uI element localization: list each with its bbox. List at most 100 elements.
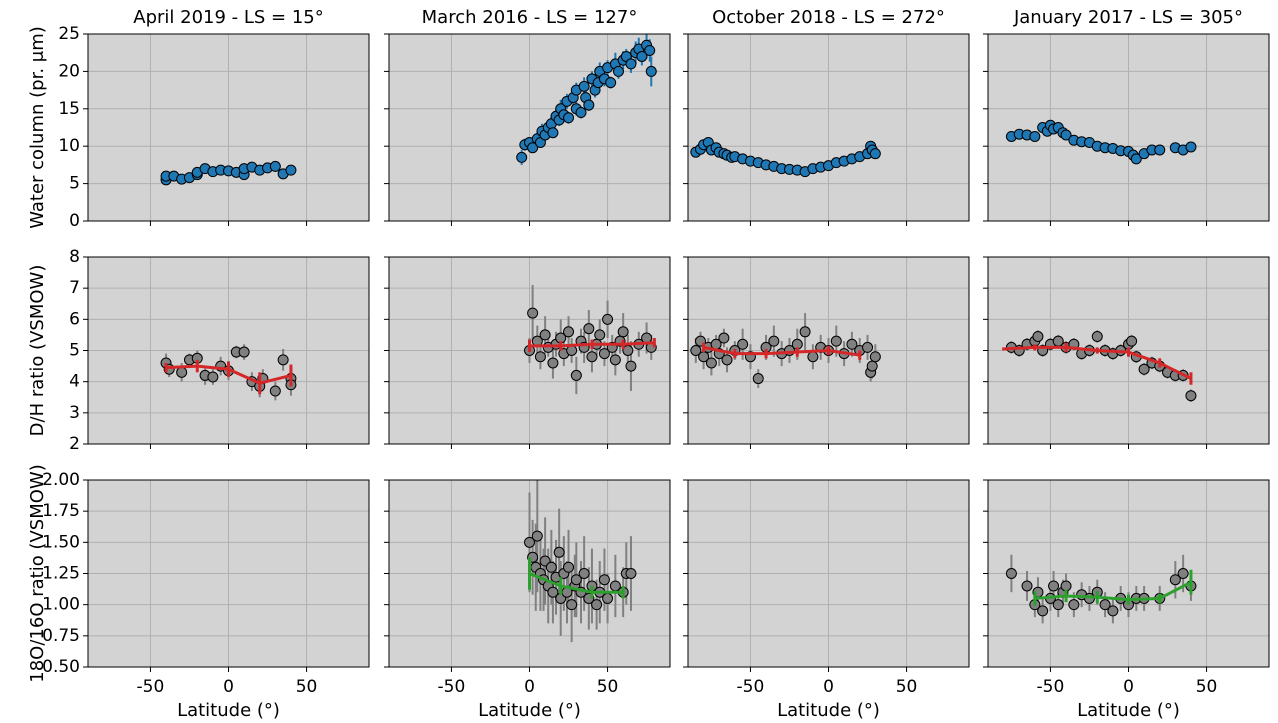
data-point bbox=[547, 127, 559, 139]
plot-area bbox=[524, 480, 637, 643]
data-point bbox=[1107, 605, 1119, 617]
plot-area bbox=[1002, 330, 1197, 402]
data-point bbox=[1091, 330, 1103, 342]
plot-area bbox=[1005, 554, 1197, 624]
x-axis-label: Latitude (°) bbox=[777, 700, 880, 721]
data-point bbox=[625, 58, 637, 70]
data-point bbox=[1060, 129, 1072, 141]
plot-frame bbox=[687, 256, 970, 445]
plot-frame bbox=[87, 479, 370, 668]
plot-frame bbox=[388, 256, 671, 445]
x-tick-label: -50 bbox=[137, 677, 165, 697]
data-point bbox=[176, 366, 188, 378]
data-point bbox=[1099, 599, 1111, 611]
y-tick-label: 0 bbox=[69, 211, 80, 231]
data-point bbox=[570, 574, 582, 586]
data-point bbox=[1185, 390, 1197, 402]
x-tick-label: 0 bbox=[823, 677, 834, 697]
data-point bbox=[1029, 130, 1041, 142]
data-point bbox=[1154, 144, 1166, 156]
data-point bbox=[1130, 153, 1142, 165]
data-point bbox=[598, 574, 610, 586]
x-tick-label: -50 bbox=[438, 677, 466, 697]
y-tick-label: 0.50 bbox=[42, 657, 80, 677]
data-point bbox=[527, 142, 539, 154]
data-point bbox=[534, 351, 546, 363]
data-point bbox=[718, 332, 730, 344]
plot-frame bbox=[388, 479, 671, 668]
data-point bbox=[625, 360, 637, 372]
plot-frame bbox=[388, 33, 671, 222]
x-tick-label: -50 bbox=[737, 677, 765, 697]
data-point bbox=[617, 326, 629, 338]
data-point bbox=[598, 348, 610, 360]
data-point bbox=[1126, 335, 1138, 347]
x-tick-label: 0 bbox=[524, 677, 535, 697]
x-axis-label: Latitude (°) bbox=[177, 700, 280, 721]
data-point bbox=[1021, 580, 1033, 592]
data-point bbox=[583, 99, 595, 111]
y-tick-label: 1.25 bbox=[42, 564, 80, 584]
data-point bbox=[862, 341, 874, 353]
data-point bbox=[602, 592, 614, 604]
y-axis-label: Water column (pr. μm) bbox=[27, 26, 48, 229]
data-point bbox=[602, 313, 614, 325]
y-tick-label: 2.00 bbox=[42, 470, 80, 490]
x-tick-label: -50 bbox=[1037, 677, 1065, 697]
plot-frame bbox=[987, 33, 1270, 222]
mean-line bbox=[528, 572, 624, 594]
data-point bbox=[846, 338, 858, 350]
plot-area bbox=[160, 160, 297, 186]
plot-area bbox=[690, 313, 881, 388]
plot-area bbox=[160, 344, 297, 401]
data-point bbox=[269, 160, 281, 172]
data-point bbox=[636, 50, 648, 62]
data-point bbox=[527, 307, 539, 319]
data-point bbox=[583, 323, 595, 335]
y-tick-label: 5 bbox=[69, 174, 80, 194]
x-tick-label: 50 bbox=[1196, 677, 1218, 697]
panel-title: January 2017 - LS = 305° bbox=[1013, 7, 1243, 28]
data-point bbox=[547, 586, 559, 598]
data-point bbox=[524, 536, 535, 548]
data-point bbox=[1048, 580, 1060, 592]
data-point bbox=[591, 599, 603, 611]
data-point bbox=[1185, 141, 1197, 153]
y-tick-label: 4 bbox=[69, 372, 80, 392]
y-tick-label: 10 bbox=[58, 136, 80, 156]
data-point bbox=[586, 351, 598, 363]
x-tick-label: 50 bbox=[296, 677, 318, 697]
x-axis-label: Latitude (°) bbox=[478, 700, 581, 721]
plot-area bbox=[516, 34, 657, 165]
data-point bbox=[594, 329, 606, 341]
data-point bbox=[1037, 605, 1049, 617]
data-point bbox=[563, 112, 575, 124]
data-point bbox=[285, 164, 297, 176]
data-point bbox=[1138, 363, 1150, 375]
data-point bbox=[807, 351, 819, 363]
plot-frame bbox=[687, 33, 970, 222]
data-point bbox=[539, 329, 551, 341]
data-point bbox=[516, 151, 528, 163]
data-point bbox=[269, 385, 281, 397]
data-point bbox=[1169, 574, 1181, 586]
data-point bbox=[612, 65, 624, 77]
plot-frame bbox=[87, 33, 370, 222]
x-tick-label: 50 bbox=[896, 677, 918, 697]
y-tick-label: 20 bbox=[58, 61, 80, 81]
data-point bbox=[625, 568, 637, 579]
data-point bbox=[830, 335, 842, 347]
data-point bbox=[609, 354, 621, 366]
mean-line bbox=[703, 345, 860, 357]
data-point bbox=[563, 561, 575, 573]
data-point bbox=[869, 148, 881, 160]
data-point bbox=[768, 335, 780, 347]
data-point bbox=[238, 346, 250, 358]
plot-frame bbox=[87, 256, 370, 445]
plot-area bbox=[690, 136, 881, 178]
data-point bbox=[553, 546, 565, 558]
data-point bbox=[799, 326, 811, 338]
y-tick-label: 1.50 bbox=[42, 532, 80, 552]
data-point bbox=[566, 345, 578, 356]
plot-frame bbox=[987, 256, 1270, 445]
